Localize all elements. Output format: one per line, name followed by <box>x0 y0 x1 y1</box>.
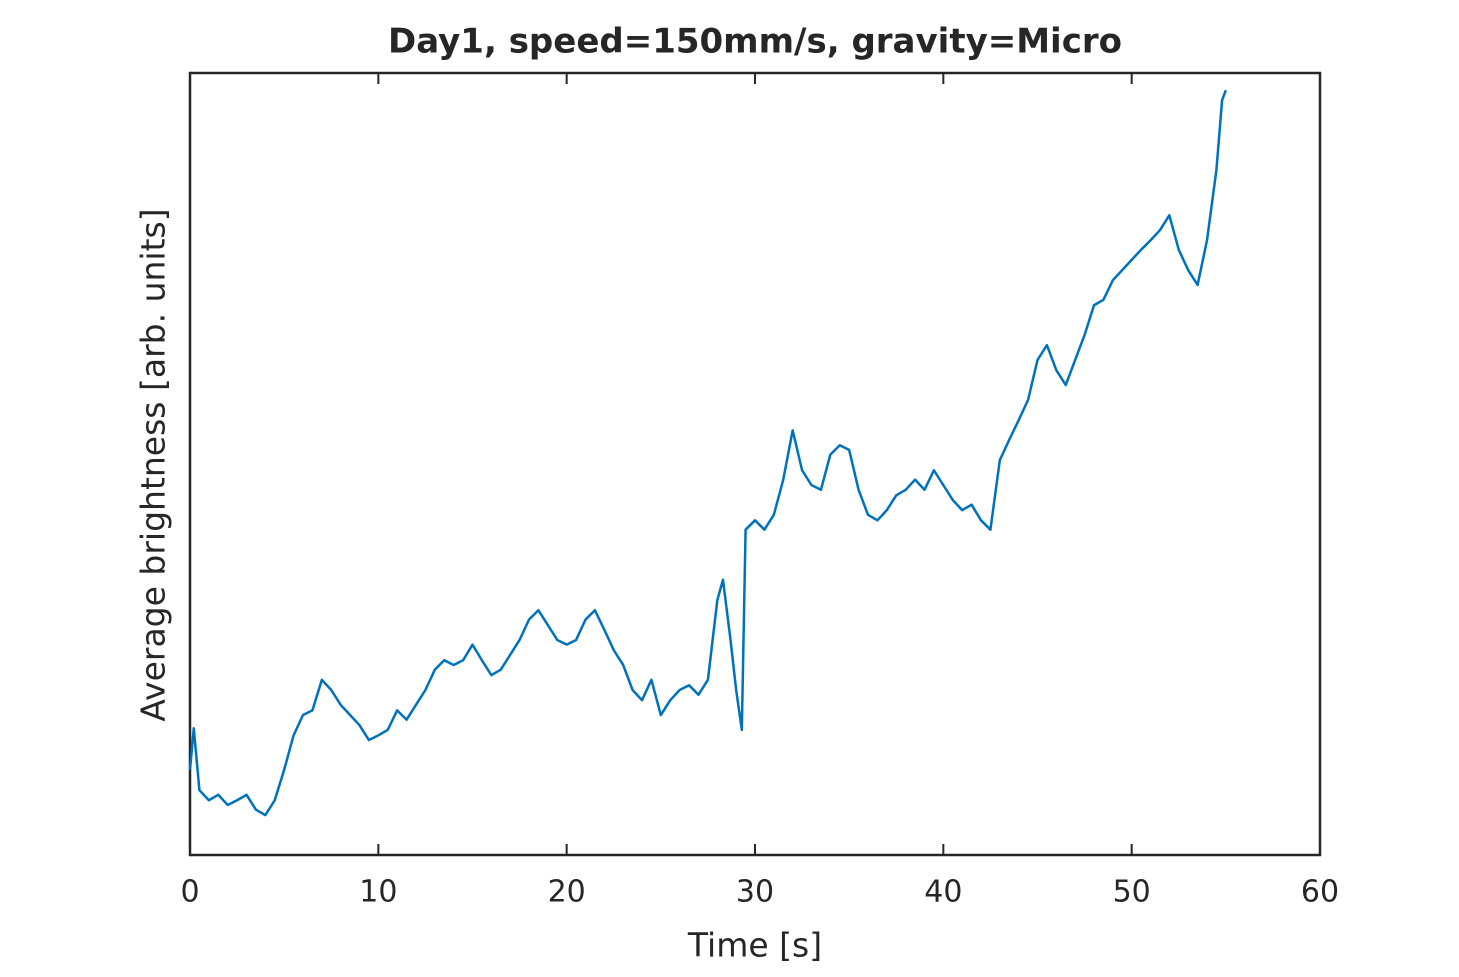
x-tick-label: 10 <box>359 875 397 910</box>
data-line <box>188 89 1228 817</box>
plot-frame <box>188 71 1322 857</box>
x-tick-label: 30 <box>736 875 774 910</box>
x-tick-label: 60 <box>1301 875 1339 910</box>
x-axis-label: Time [s] <box>687 926 822 965</box>
x-tick-label: 50 <box>1113 875 1151 910</box>
x-tick-label: 40 <box>924 875 962 910</box>
y-axis-label: Average brightness [arb. units] <box>134 208 173 721</box>
chart-title: Day1, speed=150mm/s, gravity=Micro <box>388 22 1122 62</box>
x-tick-label: 20 <box>548 875 586 910</box>
x-tick-label: 0 <box>180 875 199 910</box>
